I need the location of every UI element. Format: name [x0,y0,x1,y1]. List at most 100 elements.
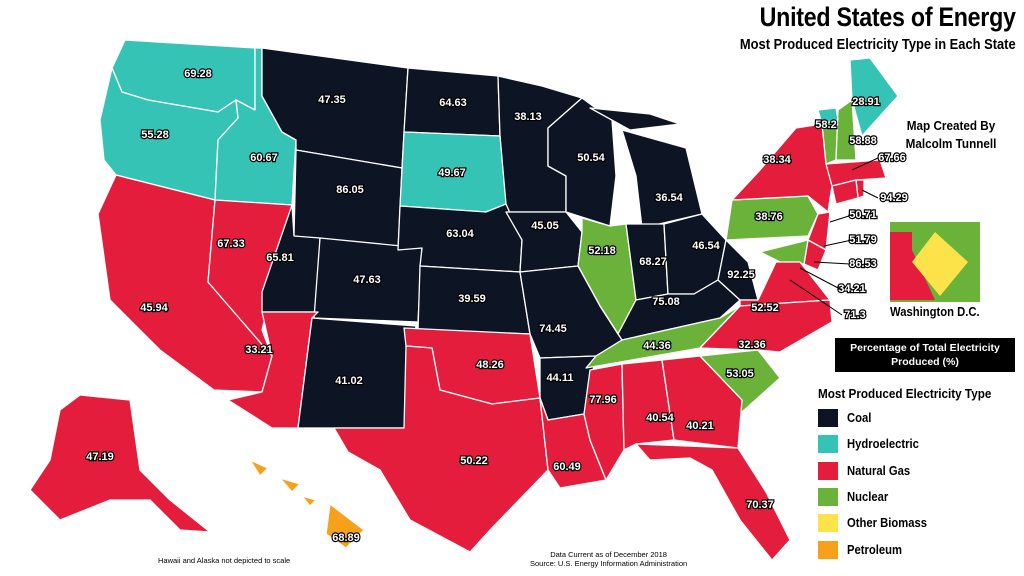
state-vt-hydro [817,107,839,125]
state-value-vt: 58.88 [849,135,877,147]
state-value-nc: 32.36 [738,339,766,351]
legend-swatch-coal [818,409,838,428]
credit-line-2: Malcolm Tunnell [905,136,997,151]
legend-item-natural-gas: Natural Gas [818,458,936,484]
dc-inset-label: Washington D.C. [890,305,980,319]
callout-leader-line [861,189,879,199]
state-value-me: 28.91 [852,96,880,108]
state-value-il: 52.18 [588,245,616,257]
legend-label-petroleum: Petroleum [847,542,903,557]
state-value-nv: 67.33 [217,238,245,250]
state-value-in: 68.27 [639,256,667,268]
state-value-mn: 38.13 [514,111,542,123]
state-value-va-nuclear-callout: 71.3 [844,309,865,321]
state-value-ut: 65.81 [266,252,294,264]
percentage-note-box: Percentage of Total Electricity Produced… [835,338,1015,372]
state-value-oh: 46.54 [692,240,720,252]
dc-region-other-biomass [912,232,968,296]
legend-title: Most Produced Electricity Type [818,386,992,401]
state-value-nd: 64.63 [439,97,467,109]
dc-inset [890,222,980,302]
legend-swatch-hydroelectric [818,435,838,454]
state-value-az: 33.21 [245,344,273,356]
page-title: United States of Energy [760,2,1016,32]
state-value-ma: 67.66 [878,152,906,164]
state-value-vt-hydro: 58.2 [815,119,836,131]
state-nv [207,199,293,357]
legend-label-natural-gas: Natural Gas [847,463,911,478]
state-value-ak: 47.19 [86,451,114,463]
state-md [759,239,809,265]
percentage-note-text: Percentage of Total Electricity Produced… [850,342,1000,368]
state-wv [717,239,759,301]
state-nm [297,317,417,429]
callout-leader-line [799,267,841,290]
callout-leader-line [829,214,853,223]
labels-layer: 69.28 55.28 60.67 47.35 64.63 38.13 86.05 49.67… [85,67,909,545]
callout-leader-line [789,279,843,316]
state-value-hi: 68.89 [332,532,360,544]
state-value-or: 55.28 [141,129,169,141]
state-value-mo: 74.45 [539,323,567,335]
state-wy [293,149,403,251]
state-fl [635,443,791,561]
state-me [849,57,899,137]
legend-swatch-other-biomass [818,514,838,533]
state-value-co: 47.63 [353,274,381,286]
state-value-ne: 63.04 [446,228,474,240]
legend-label-coal: Coal [847,411,872,426]
state-ct [831,179,859,205]
state-nh [835,99,857,161]
state-value-ri: 94.29 [880,192,908,204]
data-source-line-2: Source: U.S. Energy Information Administ… [530,559,688,568]
state-value-pa: 38.76 [755,211,783,223]
state-hi [249,459,365,549]
state-value-ca: 45.94 [140,302,168,314]
state-value-de: 86.53 [849,258,877,270]
state-value-la: 60.49 [553,461,581,473]
state-value-mi: 36.54 [655,192,683,204]
state-value-ia: 45.05 [531,220,559,232]
state-value-al: 40.54 [646,412,674,424]
legend-item-coal: Coal [818,405,936,431]
state-value-nm: 41.02 [335,375,363,387]
state-value-wa: 69.28 [184,68,212,80]
legend-item-hydroelectric: Hydroelectric [818,431,936,457]
state-value-ar: 44.11 [547,372,574,384]
state-pa [725,195,819,241]
state-value-nj: 50.71 [849,209,877,221]
legend-swatch-natural-gas [818,461,838,480]
state-value-va: 52.52 [751,302,779,314]
state-ma [825,159,887,187]
callout-leader-line [851,157,879,171]
state-value-wv: 92.25 [727,269,755,281]
state-value-tx: 50.22 [460,455,488,467]
legend-label-hydroelectric: Hydroelectric [847,437,919,452]
callout-leader-line [823,239,853,247]
state-value-id: 60.67 [250,152,278,164]
state-az [227,311,319,429]
state-value-fl: 70.37 [746,499,774,511]
states-layer [29,39,899,561]
state-ga [661,355,743,449]
credit-line-1: Map Created By [906,118,996,133]
state-value-ky: 75.08 [652,296,680,308]
legend-label-nuclear: Nuclear [847,490,889,505]
page-subtitle: Most Produced Electricity Type in Each S… [740,36,1016,53]
state-value-ok: 48.26 [476,359,504,371]
state-value-tn: 44.36 [643,340,671,352]
legend-item-petroleum: Petroleum [818,536,936,562]
legend-swatch-nuclear [818,488,838,507]
legend-swatch-petroleum [818,540,838,559]
state-value-sd: 49.67 [438,167,466,179]
state-value-md: 34.21 [838,283,866,295]
state-mi [589,107,703,229]
state-ak [29,394,211,533]
data-source: Data Current as of December 2018 Source:… [530,550,687,568]
data-source-line-1: Data Current as of December 2018 [550,550,667,559]
dc-region-natural-gas [890,232,935,300]
hawaii-alaska-note: Hawaii and Alaska not depicted to scale [158,556,291,565]
state-value-ks: 39.59 [458,293,486,305]
state-value-sc: 53.05 [726,368,754,380]
